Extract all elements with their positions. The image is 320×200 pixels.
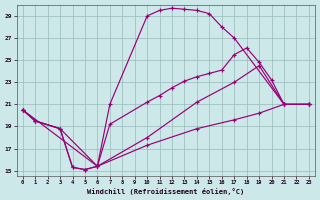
X-axis label: Windchill (Refroidissement éolien,°C): Windchill (Refroidissement éolien,°C) <box>87 188 244 195</box>
